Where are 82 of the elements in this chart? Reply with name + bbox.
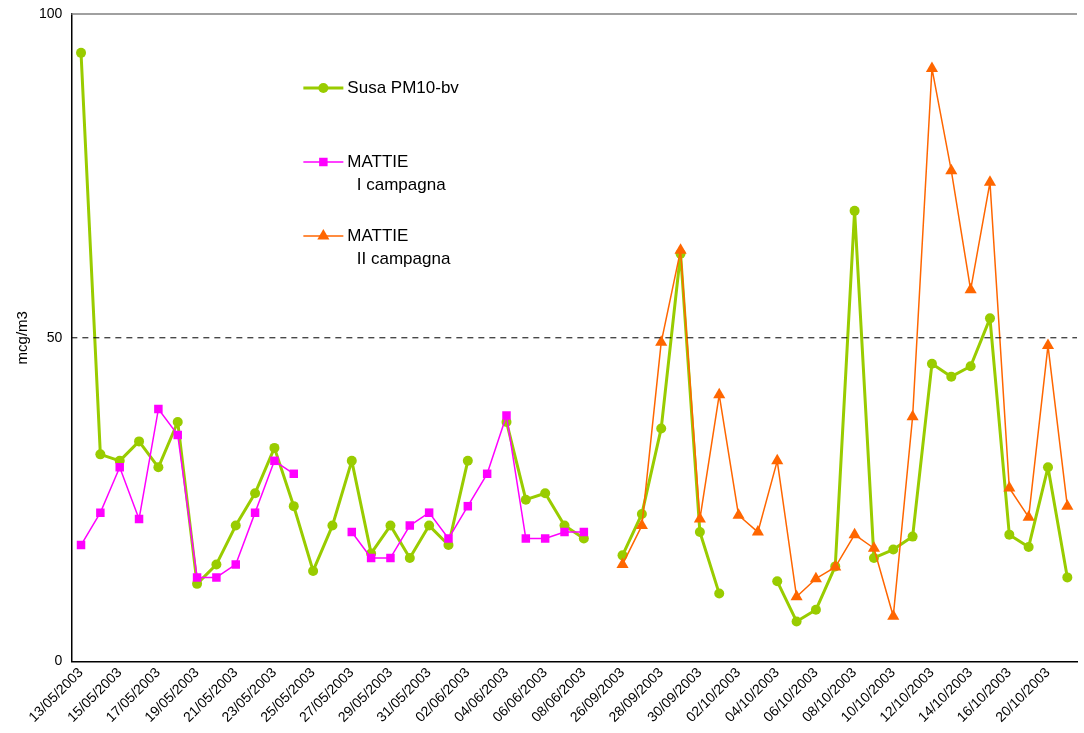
point xyxy=(790,589,803,601)
point xyxy=(655,335,668,346)
point xyxy=(674,243,687,254)
point xyxy=(270,456,279,466)
point xyxy=(405,521,415,530)
point xyxy=(502,411,511,420)
point xyxy=(714,588,725,599)
y-tick-label: 50 xyxy=(46,328,63,345)
point xyxy=(211,559,222,570)
point xyxy=(888,544,899,555)
point xyxy=(791,616,802,627)
point xyxy=(172,416,183,427)
point xyxy=(616,557,629,568)
legend-label: Susa PM10-bv xyxy=(347,77,460,97)
point xyxy=(115,463,124,472)
y-axis-title: mcg/m3 xyxy=(13,311,31,365)
point xyxy=(230,520,241,531)
point xyxy=(887,609,900,620)
point xyxy=(1004,529,1015,540)
point xyxy=(694,527,705,538)
point xyxy=(540,534,550,543)
point xyxy=(386,553,395,563)
point xyxy=(772,576,783,587)
point xyxy=(250,488,261,499)
point xyxy=(327,520,338,531)
legend-label: MATTIE I campagna xyxy=(347,151,447,194)
point xyxy=(134,436,145,447)
point xyxy=(1023,541,1034,552)
point xyxy=(946,371,957,382)
point xyxy=(1042,462,1053,473)
point xyxy=(520,494,531,505)
point xyxy=(713,387,726,399)
point xyxy=(849,205,860,216)
point xyxy=(96,508,105,517)
point xyxy=(288,501,299,512)
y-tick-label: 100 xyxy=(39,4,63,21)
point xyxy=(173,430,182,440)
point xyxy=(404,552,415,563)
point xyxy=(1062,572,1073,583)
point xyxy=(925,61,939,72)
point xyxy=(1003,481,1016,492)
point xyxy=(964,282,977,294)
point xyxy=(1022,510,1035,521)
point xyxy=(983,175,997,186)
point xyxy=(867,541,880,552)
point xyxy=(153,462,164,473)
point xyxy=(346,455,357,466)
point xyxy=(906,409,919,421)
point xyxy=(560,527,569,537)
point xyxy=(926,358,937,369)
point xyxy=(462,455,473,466)
point xyxy=(444,534,453,543)
point xyxy=(308,565,319,576)
point xyxy=(385,520,396,531)
point xyxy=(1041,338,1055,350)
point xyxy=(848,527,861,539)
point xyxy=(192,573,202,582)
point xyxy=(540,488,551,499)
point xyxy=(76,47,87,58)
point xyxy=(771,453,784,465)
point xyxy=(965,361,976,372)
point xyxy=(95,449,106,460)
point xyxy=(424,508,434,517)
point xyxy=(656,423,667,434)
point xyxy=(521,534,531,543)
point xyxy=(810,604,821,615)
legend-label: MATTIE II campagna xyxy=(347,225,451,268)
point xyxy=(231,560,240,569)
y-tick-label: 0 xyxy=(54,652,63,669)
point xyxy=(1061,499,1074,510)
point xyxy=(984,313,995,324)
point xyxy=(154,404,163,414)
point xyxy=(751,525,764,536)
point xyxy=(945,163,958,175)
point xyxy=(635,518,648,530)
point xyxy=(269,442,280,453)
point xyxy=(424,520,435,531)
point xyxy=(250,508,260,517)
point xyxy=(907,531,918,542)
point xyxy=(732,508,745,519)
point xyxy=(809,571,822,583)
point xyxy=(212,573,221,582)
